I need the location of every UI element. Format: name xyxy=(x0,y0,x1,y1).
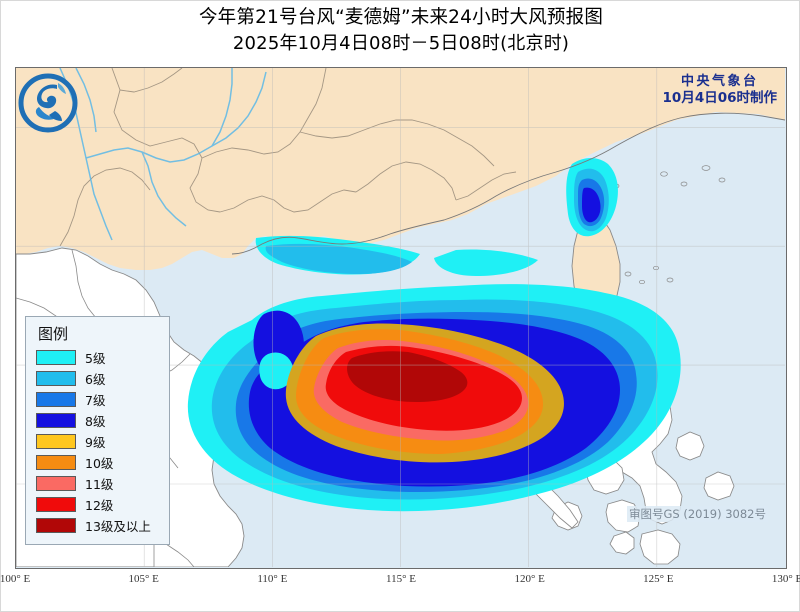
title-line-1: 今年第21号台风“麦德姆”未来24小时大风预报图 xyxy=(198,7,604,28)
legend-label-6: 11级 xyxy=(85,477,114,492)
wind-hole-gulf xyxy=(259,352,294,390)
legend-rows: 5级 6级 7级 8级 9级 10级 11级 12级 13级及以上 xyxy=(36,347,161,536)
legend-item-6: 11级 xyxy=(36,473,161,494)
attribution-block: 中央气象台 10月4日06时制作 xyxy=(663,73,777,107)
legend-title: 图例 xyxy=(38,325,69,343)
lon-tick-5: 125° E xyxy=(643,573,674,585)
lon-tick-1: 105° E xyxy=(128,573,159,585)
province-borders xyxy=(59,68,517,247)
map-approval-number: 审图号GS (2019) 3082号 xyxy=(626,506,768,522)
lon-tick-6: 130° E xyxy=(771,573,800,585)
legend-item-7: 12级 xyxy=(36,494,161,515)
wind-area-level-6-coast xyxy=(265,243,412,274)
legend-label-7: 12级 xyxy=(85,498,114,513)
agency-name: 中央气象台 xyxy=(681,74,759,89)
legend-swatch-6 xyxy=(36,476,76,491)
legend-swatch-3 xyxy=(36,413,76,428)
wind-area-level-5-coast-east xyxy=(434,249,538,276)
coastline-overlay xyxy=(231,112,785,255)
issue-time: 10月4日06时制作 xyxy=(662,90,777,106)
wind-area-level-8-taiwan-north xyxy=(582,187,601,223)
legend-swatch-1 xyxy=(36,371,76,386)
legend-item-2: 7级 xyxy=(36,389,161,410)
lon-tick-2: 110° E xyxy=(257,573,288,585)
legend-swatch-5 xyxy=(36,455,76,470)
legend-swatch-7 xyxy=(36,497,76,512)
wind-area-level-13-core xyxy=(347,351,468,402)
legend-item-5: 10级 xyxy=(36,452,161,473)
legend-label-8: 13级及以上 xyxy=(85,519,151,534)
legend-panel: 图例 5级 6级 7级 8级 9级 10级 11级 12级 13级及以上 xyxy=(25,316,170,545)
legend-label-4: 9级 xyxy=(85,435,106,450)
legend-swatch-4 xyxy=(36,434,76,449)
legend-item-3: 8级 xyxy=(36,410,161,431)
legend-item-8: 13级及以上 xyxy=(36,515,161,536)
legend-label-1: 6级 xyxy=(85,372,106,387)
legend-swatch-8 xyxy=(36,518,76,533)
page-title: 今年第21号台风“麦德姆”未来24小时大风预报图 2025年10月4日08时－5… xyxy=(1,5,800,57)
legend-label-0: 5级 xyxy=(85,351,106,366)
legend-label-2: 7级 xyxy=(85,393,106,408)
legend-item-4: 9级 xyxy=(36,431,161,452)
legend-label-5: 10级 xyxy=(85,456,114,471)
lon-tick-3: 115° E xyxy=(386,573,416,585)
legend-item-0: 5级 xyxy=(36,347,161,368)
legend-swatch-2 xyxy=(36,392,76,407)
lon-tick-0: 100° E xyxy=(0,573,31,585)
legend-swatch-0 xyxy=(36,350,76,365)
legend-item-1: 6级 xyxy=(36,368,161,389)
title-line-2: 2025年10月4日08时－5日08时(北京时) xyxy=(232,33,570,54)
legend-label-3: 8级 xyxy=(85,414,106,429)
lon-tick-4: 120° E xyxy=(514,573,545,585)
